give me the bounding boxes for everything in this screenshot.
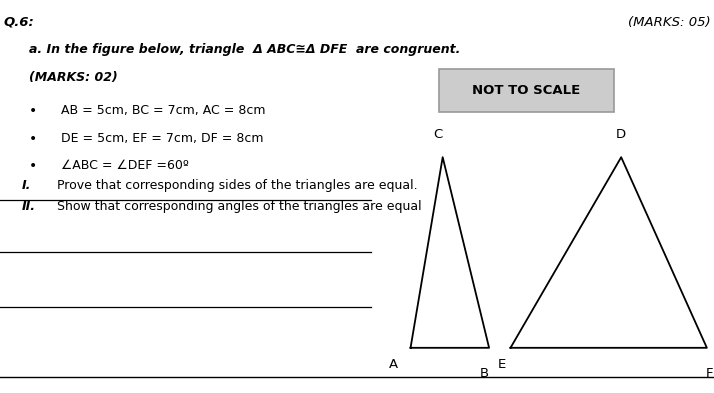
Text: D: D	[616, 129, 626, 141]
Text: Q.6:: Q.6:	[4, 16, 34, 29]
Text: AB = 5cm, BC = 7cm, AC = 8cm: AB = 5cm, BC = 7cm, AC = 8cm	[61, 104, 265, 117]
Text: DE = 5cm, EF = 7cm, DF = 8cm: DE = 5cm, EF = 7cm, DF = 8cm	[61, 132, 263, 145]
Text: (MARKS: 05): (MARKS: 05)	[628, 16, 710, 29]
Text: B: B	[480, 367, 488, 380]
Text: F: F	[705, 367, 713, 380]
Text: ∠ABC = ∠DEF =60º: ∠ABC = ∠DEF =60º	[61, 159, 188, 172]
Text: Prove that corresponding sides of the triangles are equal.: Prove that corresponding sides of the tr…	[57, 179, 418, 192]
Text: •: •	[29, 132, 37, 146]
Text: Show that corresponding angles of the triangles are equal: Show that corresponding angles of the tr…	[57, 200, 422, 213]
Text: NOT TO SCALE: NOT TO SCALE	[473, 84, 580, 97]
Text: II.: II.	[21, 200, 36, 213]
Text: I.: I.	[21, 179, 31, 192]
Text: E: E	[497, 358, 506, 371]
Text: •: •	[29, 104, 37, 118]
Text: C: C	[433, 129, 442, 141]
FancyBboxPatch shape	[439, 69, 614, 112]
Text: •: •	[29, 159, 37, 173]
Text: (MARKS: 02): (MARKS: 02)	[29, 71, 117, 84]
Text: A: A	[388, 358, 398, 371]
Text: a. In the figure below, triangle  Δ ABC≅Δ DFE  are congruent.: a. In the figure below, triangle Δ ABC≅Δ…	[29, 43, 460, 56]
